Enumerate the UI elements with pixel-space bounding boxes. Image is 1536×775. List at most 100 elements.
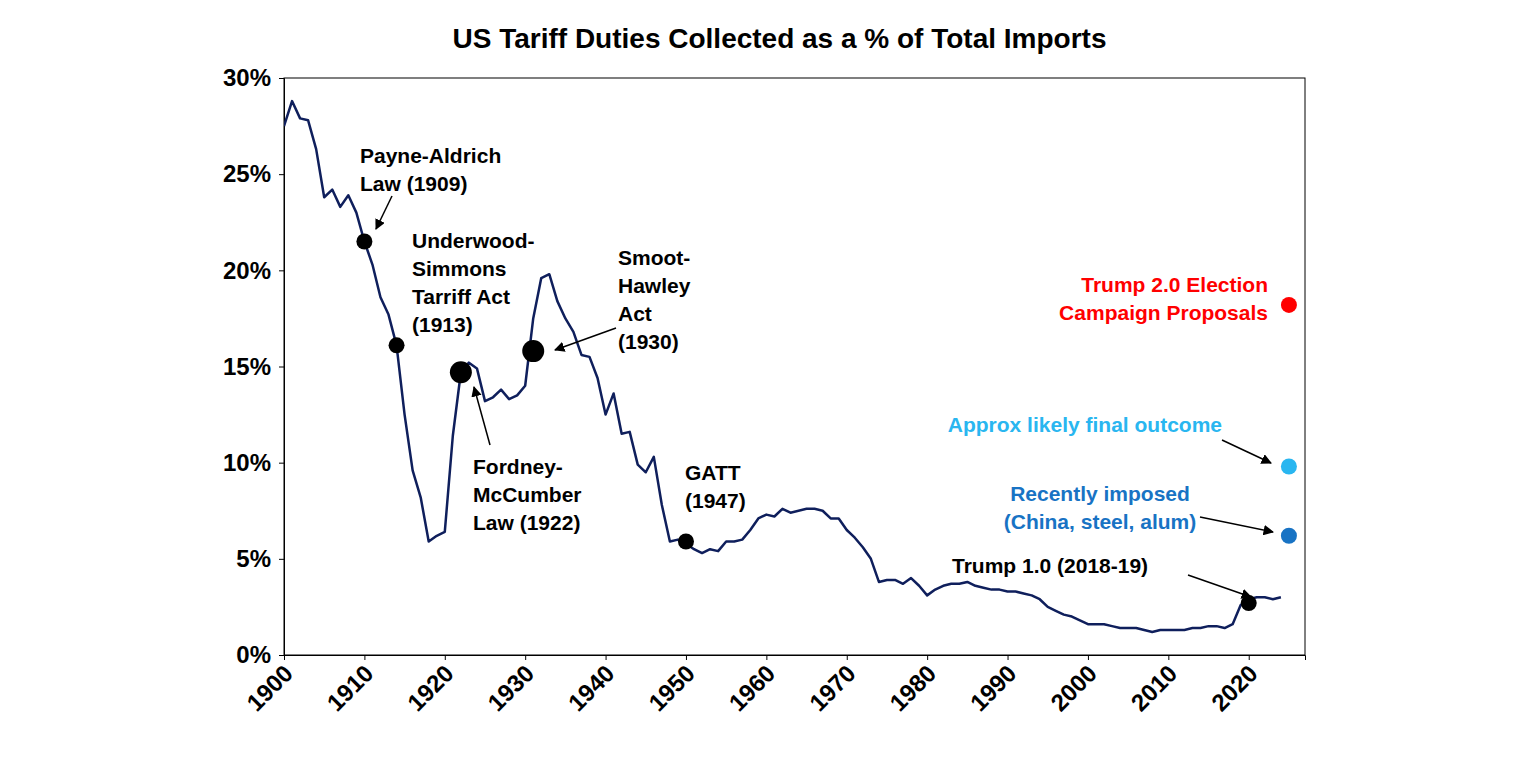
annotation-arrow xyxy=(474,387,490,445)
x-tick-label: 1990 xyxy=(965,659,1022,716)
y-tick-mark xyxy=(279,367,284,368)
y-tick-mark xyxy=(279,559,284,560)
x-tick: 1960 xyxy=(723,655,780,716)
title: US Tariff Duties Collected as a % of Tot… xyxy=(453,23,1107,54)
x-tick: 1910 xyxy=(322,655,379,716)
annotation-dot xyxy=(1281,528,1297,544)
x-tick: 2010 xyxy=(1125,655,1182,716)
annotation-line: Approx likely final outcome xyxy=(948,413,1222,436)
annotation-line: McCumber xyxy=(473,483,582,506)
x-tick-mark xyxy=(364,655,365,660)
annotation-dot xyxy=(1241,595,1257,611)
annotation-label: Approx likely final outcome xyxy=(948,413,1222,436)
annotation-line: (1930) xyxy=(618,330,679,353)
annotation-line: GATT xyxy=(685,461,741,484)
annotation-arrow xyxy=(1200,517,1273,532)
annotation-line: Hawley xyxy=(618,274,691,297)
y-tick-label: 15% xyxy=(223,353,271,380)
annotation-dot xyxy=(356,233,372,249)
x-tick-mark xyxy=(1168,655,1169,660)
annotation-line: Trump 1.0 (2018-19) xyxy=(952,554,1148,577)
plot-area xyxy=(284,101,1297,632)
annotation-line: Fordney- xyxy=(473,455,563,478)
x-tick-label: 2000 xyxy=(1045,659,1102,716)
y-tick-mark xyxy=(279,270,284,271)
x-tick-mark xyxy=(1249,655,1250,660)
annotation-label: Trump 2.0 Election Campaign Proposals xyxy=(1059,273,1268,324)
y-tick-label: 20% xyxy=(223,257,271,284)
annotation-line: Smoot- xyxy=(618,246,690,269)
x-tick-mark xyxy=(766,655,767,660)
annotation-arrow xyxy=(1222,440,1271,463)
annotation-line: Act xyxy=(618,302,652,325)
y-axis-line xyxy=(279,79,285,656)
x-tick-mark xyxy=(847,655,848,660)
x-tick-mark xyxy=(927,655,928,660)
x-tick: 1940 xyxy=(563,655,620,716)
y-tick: 20% xyxy=(223,257,284,284)
x-tick: 2020 xyxy=(1206,655,1263,716)
y-tick: 25% xyxy=(223,160,284,187)
annotation-label: Trump 1.0 (2018-19) xyxy=(952,554,1148,577)
x-tick-mark xyxy=(445,655,446,660)
annotation-line: Tarriff Act xyxy=(412,285,510,308)
x-tick: 1900 xyxy=(241,655,298,716)
annotation-label: Smoot- Hawley Act (1930) xyxy=(618,246,691,353)
x-tick-mark xyxy=(525,655,526,660)
y-tick: 15% xyxy=(223,353,284,380)
x-axis-line xyxy=(285,656,1306,661)
x-tick-label: 2010 xyxy=(1125,659,1182,716)
annotation-arrow xyxy=(376,196,392,229)
x-tick-label: 1980 xyxy=(884,659,941,716)
x-tick-mark xyxy=(1088,655,1089,660)
annotation-line: Underwood- xyxy=(412,229,534,252)
plot-frame xyxy=(284,78,1305,655)
y-tick: 10% xyxy=(223,449,284,476)
x-tick-mark xyxy=(686,655,687,660)
chart: US Tariff Duties Collected as a % of Tot… xyxy=(0,0,1536,775)
annotation-label: Recently imposed(China, steel, alum) xyxy=(1004,482,1197,533)
annotation-line: Trump 2.0 Election xyxy=(1081,273,1268,296)
y-tick-mark xyxy=(279,463,284,464)
annotation-line: Recently imposed xyxy=(1010,482,1190,505)
x-tick-label: 1940 xyxy=(563,659,620,716)
x-axis: 1900 1910 1920 1930 1940 1950 1960 1970 1980 1990… xyxy=(241,655,1305,716)
y-tick: 30% xyxy=(223,64,284,91)
y-tick-label: 10% xyxy=(223,449,271,476)
y-tick-mark xyxy=(279,78,284,79)
x-tick: 1970 xyxy=(804,655,861,716)
annotation-dot xyxy=(389,337,405,353)
annotation-label: GATT (1947) xyxy=(685,461,746,512)
annotation-label: Fordney-McCumberLaw (1922) xyxy=(473,455,582,534)
x-tick-label: 1960 xyxy=(723,659,780,716)
annotation-line: (1947) xyxy=(685,489,746,512)
line xyxy=(284,101,1281,632)
annotation-arrow xyxy=(1188,575,1251,597)
annotation-dot xyxy=(522,340,544,362)
y-axis: 0% 5% 10% 15% 20% 25% 30% xyxy=(223,64,285,668)
x-tick: 1920 xyxy=(402,655,459,716)
x-tick-label: 1920 xyxy=(402,659,459,716)
x-tick-label: 1970 xyxy=(804,659,861,716)
x-tick-label: 1950 xyxy=(643,659,700,716)
x-tick: 1950 xyxy=(643,655,700,716)
x-tick: 1930 xyxy=(482,655,539,716)
x-tick-label: 2020 xyxy=(1206,659,1263,716)
x-tick-label: 1900 xyxy=(241,659,298,716)
annotation-dot xyxy=(450,361,472,383)
y-tick-label: 0% xyxy=(236,641,271,668)
x-tick-mark xyxy=(606,655,607,660)
y-tick-label: 5% xyxy=(236,545,271,572)
y-tick-label: 30% xyxy=(223,64,271,91)
annotation-dot xyxy=(1281,459,1297,475)
annotation-label: Payne-Aldrich Law (1909) xyxy=(360,144,501,195)
x-tick-mark xyxy=(1008,655,1009,660)
annotation-dot xyxy=(678,534,694,550)
x-tick-label: 1930 xyxy=(482,659,539,716)
annotation-line: Law (1909) xyxy=(360,172,467,195)
x-tick-mark xyxy=(284,655,285,660)
y-tick-mark xyxy=(279,655,284,656)
annotation-line: Payne-Aldrich xyxy=(360,144,501,167)
annotation-label: Underwood-SimmonsTarriff Act(1913) xyxy=(412,229,534,336)
annotation-line: Campaign Proposals xyxy=(1059,301,1268,324)
